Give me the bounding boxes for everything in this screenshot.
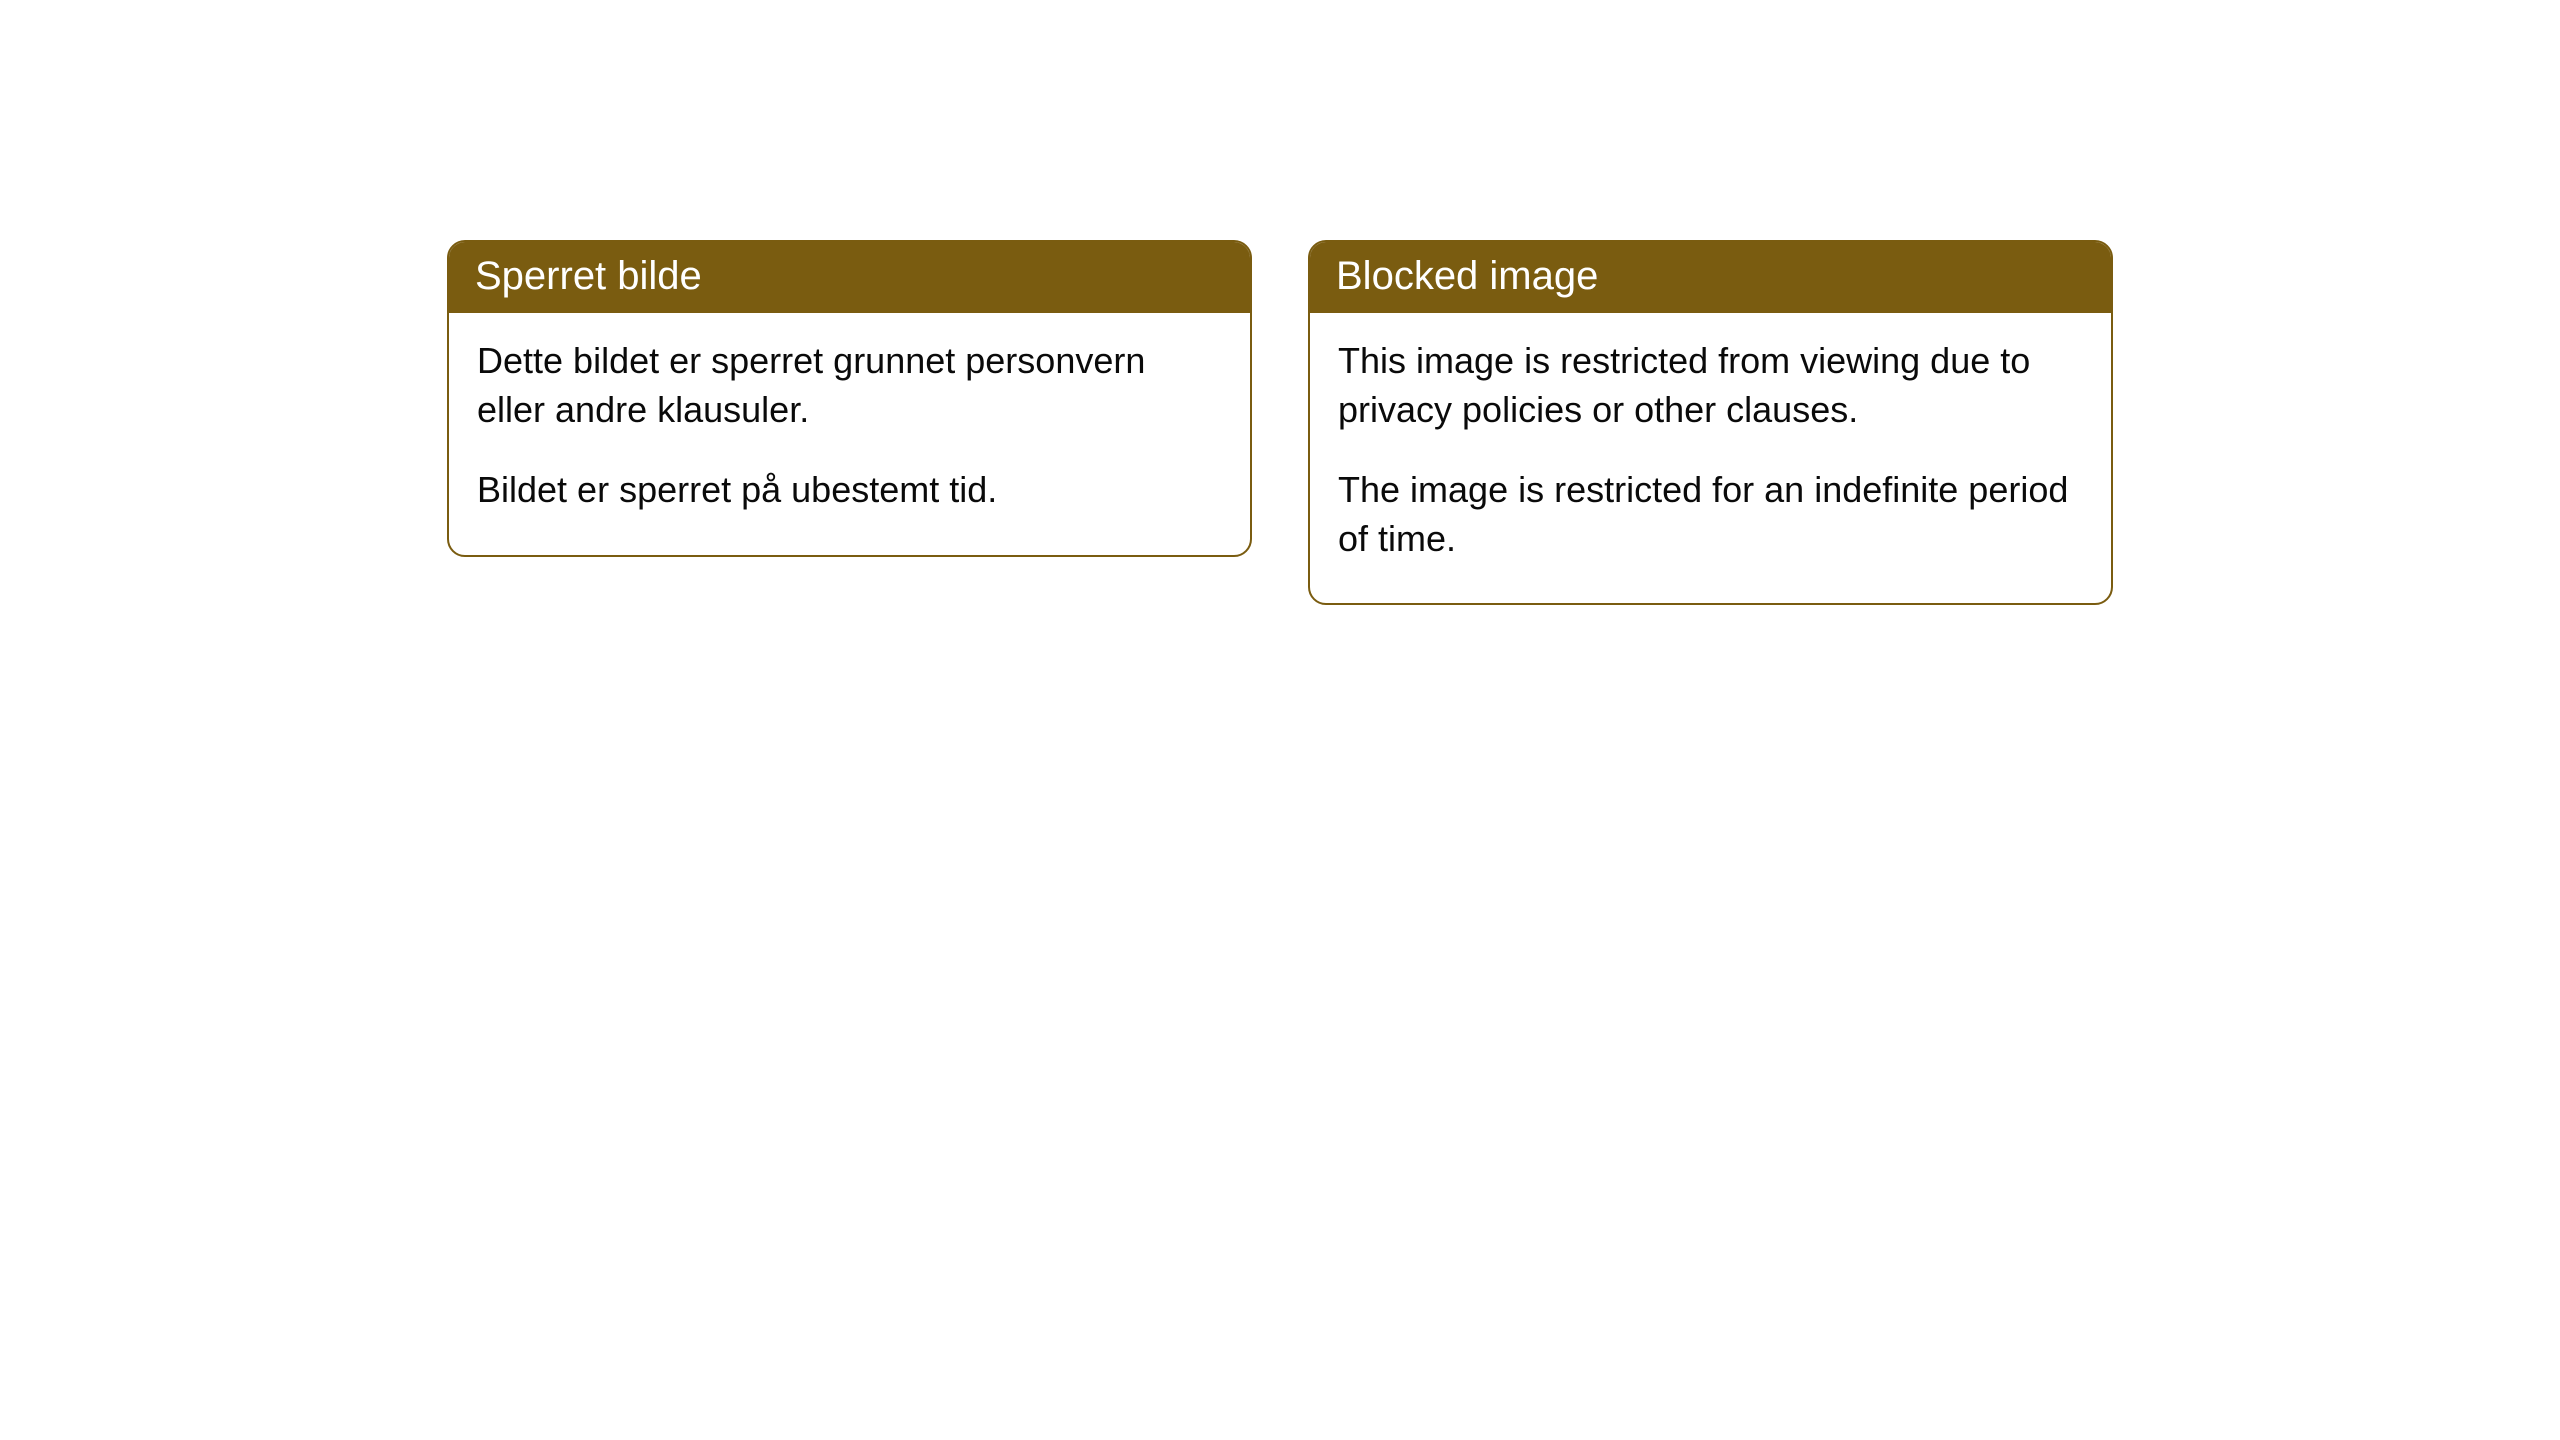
blocked-image-card-norwegian: Sperret bilde Dette bildet er sperret gr…	[447, 240, 1252, 557]
card-body: This image is restricted from viewing du…	[1310, 313, 2111, 603]
card-paragraph: This image is restricted from viewing du…	[1338, 337, 2083, 434]
blocked-image-card-english: Blocked image This image is restricted f…	[1308, 240, 2113, 605]
card-paragraph: Bildet er sperret på ubestemt tid.	[477, 466, 1222, 515]
card-header: Sperret bilde	[449, 242, 1250, 313]
card-paragraph: The image is restricted for an indefinit…	[1338, 466, 2083, 563]
notice-cards-container: Sperret bilde Dette bildet er sperret gr…	[447, 240, 2113, 1440]
card-body: Dette bildet er sperret grunnet personve…	[449, 313, 1250, 555]
card-header: Blocked image	[1310, 242, 2111, 313]
card-title: Blocked image	[1336, 254, 1598, 298]
card-paragraph: Dette bildet er sperret grunnet personve…	[477, 337, 1222, 434]
card-title: Sperret bilde	[475, 254, 702, 298]
